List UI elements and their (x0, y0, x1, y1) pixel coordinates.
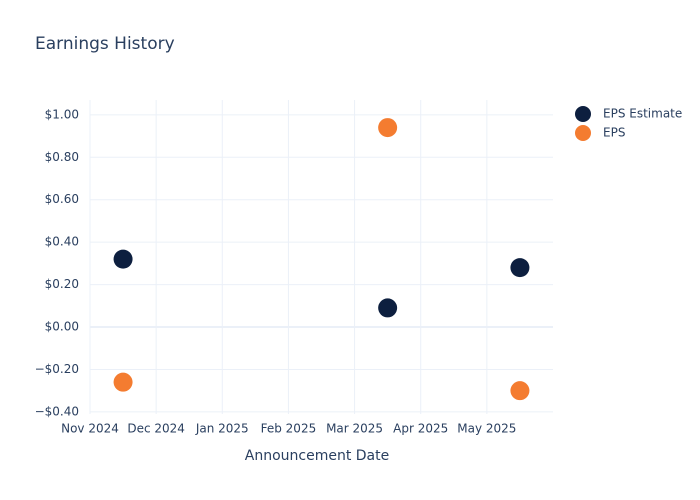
legend-label: EPS (603, 126, 625, 140)
chart-title: Earnings History (35, 34, 175, 54)
y-tick-label: $0.20 (45, 277, 79, 291)
x-tick-label: Apr 2025 (393, 422, 448, 436)
y-tick-label: −$0.20 (35, 362, 79, 376)
x-tick-label: Dec 2024 (127, 422, 185, 436)
point (113, 249, 133, 269)
legend-marker (575, 125, 591, 141)
y-tick-label: $0.80 (45, 150, 79, 164)
x-tick-label: Jan 2025 (195, 422, 249, 436)
point (378, 118, 398, 138)
y-tick-label: $0.40 (45, 235, 79, 249)
x-tick-label: May 2025 (457, 422, 516, 436)
x-tick-label: Mar 2025 (326, 422, 383, 436)
y-tick-label: $1.00 (45, 107, 79, 121)
point (510, 258, 530, 278)
point (510, 381, 530, 401)
y-tick-label: $0.00 (45, 320, 79, 334)
x-axis-title: Announcement Date (245, 448, 389, 464)
point (113, 372, 133, 392)
point (378, 298, 398, 318)
y-tick-label: −$0.40 (35, 404, 79, 418)
legend-label: EPS Estimate (603, 107, 682, 121)
legend-marker (575, 106, 591, 122)
x-tick-label: Nov 2024 (61, 422, 119, 436)
y-tick-label: $0.60 (45, 192, 79, 206)
x-tick-label: Feb 2025 (261, 422, 317, 436)
